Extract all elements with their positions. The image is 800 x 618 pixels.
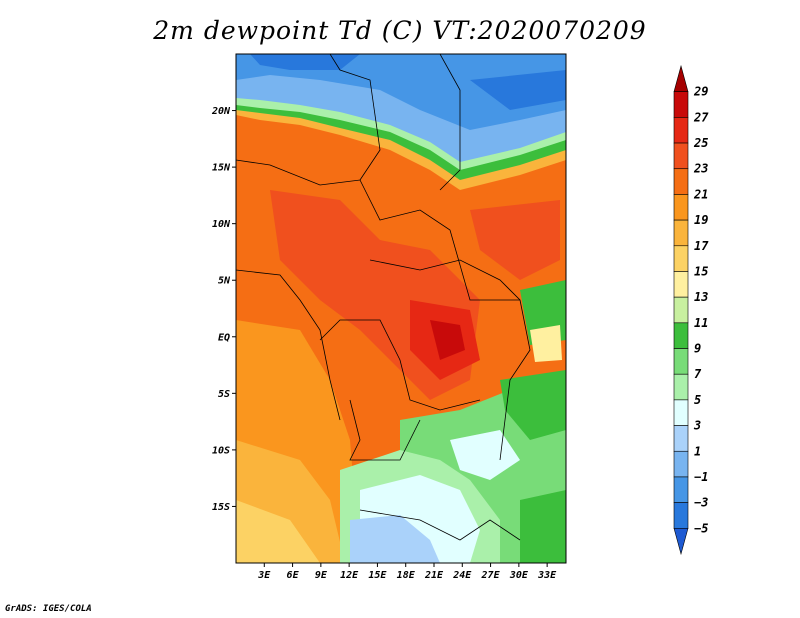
colorbar-swatch: [673, 373, 689, 401]
colorbar-label: 7: [694, 367, 702, 381]
lat-tick-label: 15N: [212, 163, 231, 174]
colorbar-label: 3: [693, 419, 701, 433]
lat-tick-label: 10S: [212, 445, 230, 456]
colorbar-swatch: [673, 219, 689, 247]
lon-tick-label: 12E: [340, 570, 359, 581]
lat-tick-label: EQ: [218, 332, 230, 343]
colorbar-swatch: [673, 348, 689, 375]
colorbar-swatch: [673, 296, 689, 324]
colorbar-label: 29: [693, 85, 708, 99]
colorbar-swatch: [673, 399, 689, 426]
colorbar-swatch: [673, 425, 689, 452]
colorbar-label: 23: [693, 162, 708, 176]
colorbar-swatch: [673, 142, 689, 170]
lon-tick-label: 33E: [537, 570, 557, 581]
colorbar-label: 1: [694, 444, 701, 458]
colorbar-label: 9: [694, 342, 701, 356]
lon-tick-label: 6E: [287, 570, 300, 581]
colorbar-swatch: [673, 271, 689, 298]
lon-tick-label: 9E: [315, 570, 328, 581]
colorbar-label: −3: [694, 496, 708, 510]
lon-tick-label: 24E: [452, 570, 472, 581]
lon-tick-label: 27E: [481, 570, 501, 581]
lat-tick-label: 5S: [218, 389, 230, 400]
colorbar-label: 13: [694, 290, 708, 304]
colorbar-swatch: [673, 64, 689, 92]
lat-tick-label: 20N: [211, 106, 231, 117]
lat-tick-label: 10N: [212, 219, 231, 230]
colorbar-label: 11: [694, 316, 708, 330]
map-frame: [235, 53, 567, 564]
lon-tick-label: 21E: [424, 570, 444, 581]
colorbar-swatch: [673, 450, 689, 478]
lon-tick-label: 18E: [397, 570, 416, 581]
lon-tick-label: 15E: [368, 570, 387, 581]
lat-tick-label: 15S: [212, 502, 230, 513]
colorbar-swatch: [673, 476, 689, 503]
map-title: 2m dewpoint Td (C) VT:2020070209: [153, 16, 647, 45]
colorbar-label: 15: [694, 264, 708, 278]
colorbar-swatch: [673, 168, 689, 195]
colorbar-swatch: [673, 245, 689, 272]
credit-label: GrADS: IGES/COLA: [5, 604, 92, 614]
colorbar-swatch: [673, 502, 689, 529]
colorbar-label: −1: [694, 470, 708, 484]
colorbar-label: −5: [694, 521, 708, 535]
latitude-axis: 20N 15N 10N 5N EQ 5S 10S 15S: [211, 106, 236, 513]
colorbar-swatch: [673, 194, 689, 221]
colorbar-label: 19: [694, 213, 708, 227]
colorbar-label: 5: [694, 393, 701, 407]
colorbar-swatch: [673, 528, 689, 556]
colorbar: 29 27 25 23 21 19 17 15 13 11 9 7 5 3 1 −1 −3 −5: [673, 64, 709, 556]
colorbar-label: 17: [694, 239, 709, 253]
colorbar-swatch: [673, 91, 689, 118]
colorbar-label: 21: [693, 187, 708, 201]
colorbar-label: 25: [693, 136, 708, 150]
lat-tick-label: 5N: [218, 276, 231, 287]
country-borders: [236, 54, 531, 541]
colorbar-label: 27: [693, 110, 709, 124]
dewpoint-field: [236, 54, 566, 563]
longitude-axis: 3E 6E 9E 12E 15E 18E 21E 24E 27E 30E 33E: [257, 563, 557, 581]
colorbar-swatch: [673, 322, 689, 349]
colorbar-swatch: [673, 117, 689, 144]
lon-tick-label: 3E: [257, 570, 271, 581]
lon-tick-label: 30E: [509, 570, 529, 581]
